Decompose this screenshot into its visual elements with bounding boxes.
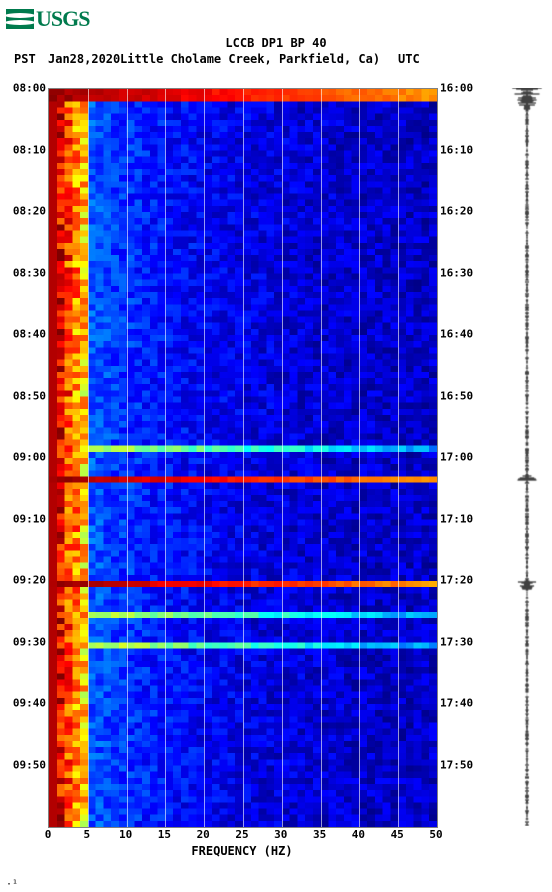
y-tick-left: 08:30 xyxy=(13,266,46,279)
y-tick-right: 17:40 xyxy=(440,697,473,710)
grid-line xyxy=(88,89,89,827)
spectrogram-plot xyxy=(48,88,438,828)
y-tick-left: 08:40 xyxy=(13,328,46,341)
y-tick-right: 16:50 xyxy=(440,389,473,402)
x-tick: 20 xyxy=(197,828,210,841)
footer-mark: ·¹ xyxy=(6,879,18,890)
y-tick-right: 17:10 xyxy=(440,512,473,525)
grid-line xyxy=(359,89,360,827)
x-tick: 5 xyxy=(83,828,90,841)
y-tick-left: 08:10 xyxy=(13,143,46,156)
y-axis-left-pst: 08:0008:1008:2008:3008:4008:5009:0009:10… xyxy=(4,88,46,826)
y-tick-left: 08:20 xyxy=(13,205,46,218)
logo-wave-icon xyxy=(6,9,34,29)
seismogram-strip xyxy=(510,88,544,826)
x-tick: 0 xyxy=(45,828,52,841)
seismogram-canvas xyxy=(510,88,544,826)
y-tick-right: 16:00 xyxy=(440,82,473,95)
x-tick: 15 xyxy=(158,828,171,841)
y-tick-left: 09:50 xyxy=(13,758,46,771)
chart-title: LCCB DP1 BP 40 xyxy=(0,36,552,50)
y-tick-right: 16:10 xyxy=(440,143,473,156)
x-tick: 30 xyxy=(274,828,287,841)
x-tick: 35 xyxy=(313,828,326,841)
grid-line xyxy=(282,89,283,827)
grid-line xyxy=(204,89,205,827)
location-label: Little Cholame Creek, Parkfield, Ca) xyxy=(120,52,380,66)
y-tick-right: 16:20 xyxy=(440,205,473,218)
y-tick-left: 09:30 xyxy=(13,635,46,648)
y-tick-left: 09:10 xyxy=(13,512,46,525)
y-tick-left: 09:00 xyxy=(13,451,46,464)
x-tick: 25 xyxy=(235,828,248,841)
x-tick: 10 xyxy=(119,828,132,841)
y-tick-right: 17:30 xyxy=(440,635,473,648)
grid-line xyxy=(127,89,128,827)
x-tick: 50 xyxy=(429,828,442,841)
grid-line xyxy=(321,89,322,827)
logo-text: USGS xyxy=(36,6,89,31)
y-tick-left: 09:40 xyxy=(13,697,46,710)
usgs-logo: USGS xyxy=(6,6,89,32)
x-tick: 40 xyxy=(352,828,365,841)
grid-line xyxy=(243,89,244,827)
pst-label: PST xyxy=(14,52,36,66)
y-tick-left: 08:00 xyxy=(13,82,46,95)
y-tick-right: 16:40 xyxy=(440,328,473,341)
y-tick-right: 17:20 xyxy=(440,574,473,587)
y-tick-right: 17:50 xyxy=(440,758,473,771)
y-tick-left: 08:50 xyxy=(13,389,46,402)
x-tick: 45 xyxy=(391,828,404,841)
y-tick-right: 16:30 xyxy=(440,266,473,279)
y-tick-left: 09:20 xyxy=(13,574,46,587)
x-axis-label: FREQUENCY (HZ) xyxy=(48,844,436,858)
y-tick-right: 17:00 xyxy=(440,451,473,464)
grid-line xyxy=(165,89,166,827)
grid-line xyxy=(398,89,399,827)
date-label: Jan28,2020 xyxy=(48,52,120,66)
utc-label: UTC xyxy=(398,52,420,66)
y-axis-right-utc: 16:0016:1016:2016:3016:4016:5017:0017:10… xyxy=(440,88,484,826)
